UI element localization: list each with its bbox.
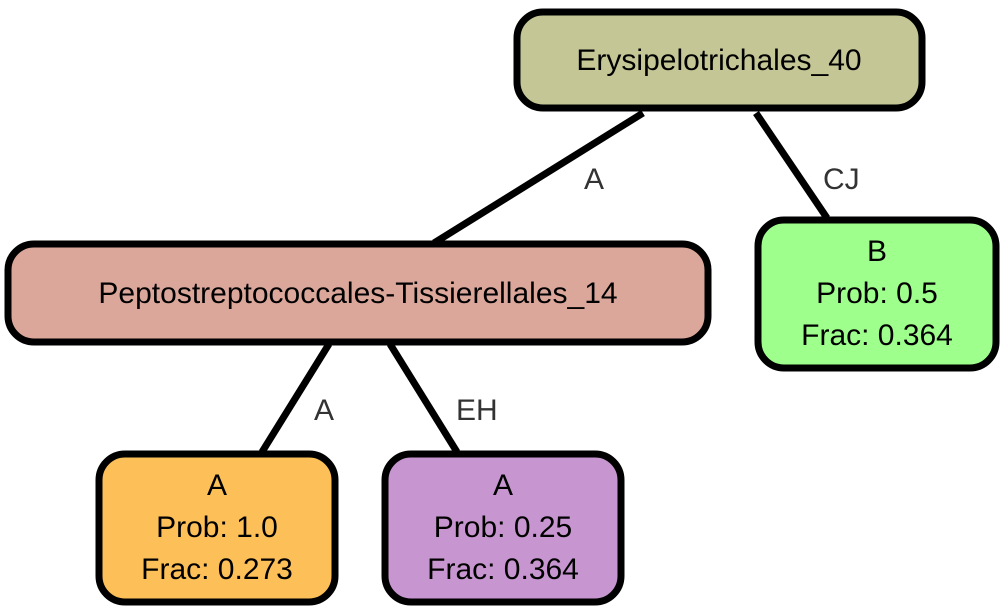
edge-root-to-mid xyxy=(432,110,645,246)
node-leaf-b-line-2: Prob: 0.5 xyxy=(816,277,938,310)
edge-root-to-leaf-b xyxy=(753,111,830,220)
node-root-box xyxy=(513,8,926,112)
node-leaf-a1-line-2: Prob: 1.0 xyxy=(156,511,278,544)
edge-mid-to-leaf-a1 xyxy=(259,342,332,454)
node-leaf-a1: A Prob: 1.0 Frac: 0.273 xyxy=(95,450,339,606)
node-leaf-b-line-1: B xyxy=(867,235,887,268)
node-leaf-a1-box xyxy=(95,450,339,606)
edge-label-mid-leaf-a2: EH xyxy=(456,394,498,427)
node-mid: Peptostreptococcales-Tissierellales_14 xyxy=(4,240,712,346)
node-mid-label: Peptostreptococcales-Tissierellales_14 xyxy=(98,277,617,310)
node-leaf-a2-box xyxy=(381,450,625,606)
node-leaf-a2: A Prob: 0.25 Frac: 0.364 xyxy=(381,450,625,606)
node-leaf-a2-line-2: Prob: 0.25 xyxy=(434,511,572,544)
node-leaf-b: B Prob: 0.5 Frac: 0.364 xyxy=(754,216,1000,372)
node-leaf-a1-line-3: Frac: 0.273 xyxy=(141,553,293,586)
node-leaf-b-line-3: Frac: 0.364 xyxy=(801,319,953,352)
edge-label-root-leaf-b: CJ xyxy=(823,163,860,196)
node-root: Erysipelotrichales_40 xyxy=(513,8,926,112)
node-leaf-b-box xyxy=(754,216,1000,372)
edge-label-mid-leaf-a1: A xyxy=(314,394,334,427)
node-mid-box xyxy=(4,240,712,346)
node-leaf-a2-line-1: A xyxy=(493,469,513,502)
edge-label-root-mid: A xyxy=(584,163,604,196)
edge-mid-to-leaf-a2 xyxy=(387,342,460,454)
node-leaf-a1-line-1: A xyxy=(207,469,227,502)
node-leaf-a2-line-3: Frac: 0.364 xyxy=(427,553,579,586)
node-root-label: Erysipelotrichales_40 xyxy=(576,44,861,77)
